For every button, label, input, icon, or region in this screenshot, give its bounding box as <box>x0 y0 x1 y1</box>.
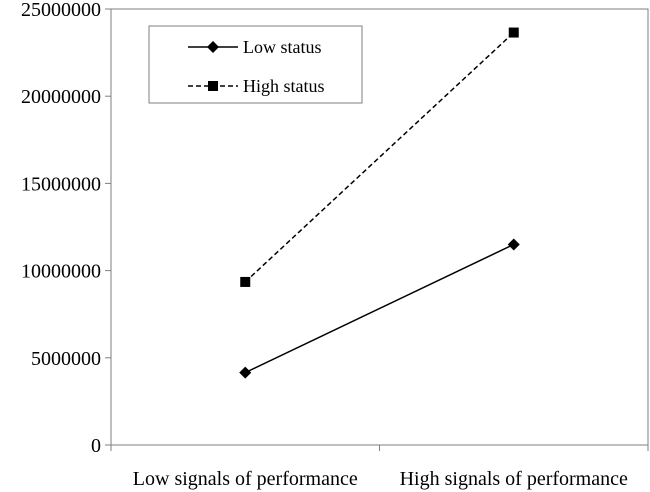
y-tick-label: 0 <box>91 435 101 457</box>
y-tick-label: 15000000 <box>21 173 101 195</box>
data-point <box>507 238 520 251</box>
legend-label: High status <box>243 76 325 96</box>
data-point <box>508 27 519 38</box>
x-axis-categories: Low signals of performance High signals o… <box>110 445 649 490</box>
series-low-status <box>239 238 520 379</box>
series-high-status <box>240 27 519 287</box>
series-group <box>239 27 520 379</box>
y-tick-label: 20000000 <box>21 86 101 108</box>
x-category-label: High signals of performance <box>400 468 628 490</box>
x-category-label: Low signals of performance <box>133 468 358 490</box>
legend-swatch-marker <box>208 81 218 91</box>
legend-swatch-marker <box>207 41 219 53</box>
data-point <box>239 366 252 379</box>
y-axis-ticks: 0 5000000 10000000 15000000 20000000 25000000 <box>21 0 111 457</box>
series-line <box>244 243 515 374</box>
data-point <box>240 276 251 287</box>
legend-label: Low status <box>243 37 322 57</box>
series-line <box>244 31 515 283</box>
y-tick-label: 5000000 <box>31 348 101 370</box>
legend-box <box>148 25 363 104</box>
legend: Low status High status <box>148 25 363 104</box>
y-tick-label: 10000000 <box>21 261 101 283</box>
y-tick-label: 25000000 <box>21 0 101 21</box>
